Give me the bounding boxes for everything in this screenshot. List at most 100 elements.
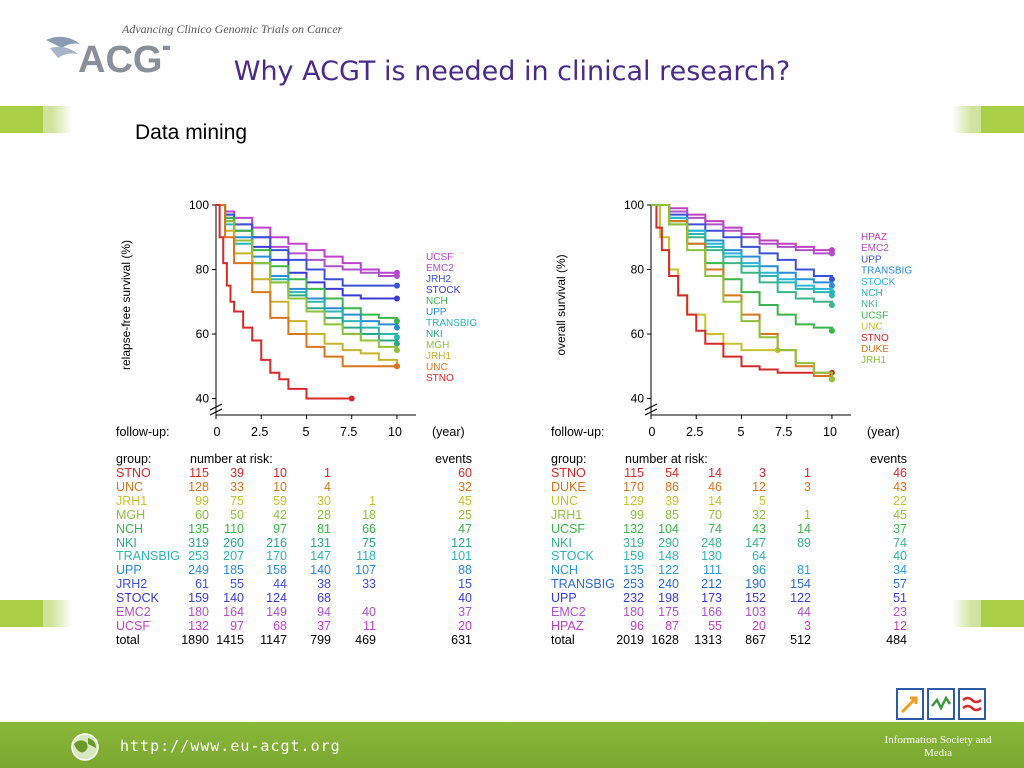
at-risk-count: 94 xyxy=(317,605,331,619)
at-risk-count: 39 xyxy=(665,493,679,508)
events-count: 25 xyxy=(458,507,472,522)
table-row: NKI 319 260 216 131 75 121 xyxy=(116,536,472,550)
legend-label-mgh: MGH xyxy=(426,340,449,351)
at-risk-count: 55 xyxy=(708,618,722,633)
x-tick-label: 10 xyxy=(388,425,402,439)
legend-label-ucsf: UCSF xyxy=(426,252,453,263)
legend-label-stock: STOCK xyxy=(861,277,896,288)
at-risk-count: 180 xyxy=(188,605,209,619)
at-risk-count: 1 xyxy=(369,493,376,508)
legend-label-duke: DUKE xyxy=(861,344,889,355)
at-risk-count: 70 xyxy=(708,507,722,522)
right-lower-accent-band xyxy=(952,600,1024,627)
at-risk-count: 75 xyxy=(362,535,376,550)
at-risk-count: 240 xyxy=(658,577,679,592)
at-risk-count: 175 xyxy=(658,605,679,619)
events-count: 51 xyxy=(893,591,907,606)
y-axis-label: overall survival (%) xyxy=(554,254,568,355)
at-risk-count: 97 xyxy=(230,618,244,633)
group-name: UCSF xyxy=(551,521,586,536)
at-risk-count: 32 xyxy=(752,507,766,522)
at-risk-count: 38 xyxy=(317,577,331,592)
at-risk-count: 469 xyxy=(355,632,376,647)
group-name: NCH xyxy=(551,563,579,578)
header-group: group: xyxy=(116,452,152,466)
follow-up-row: follow-up: 0 2.5 5 7.5 10 (year) xyxy=(116,425,472,439)
group-name: EMC2 xyxy=(551,605,586,619)
at-risk-count: 20 xyxy=(752,618,766,633)
x-tick-label: 2.5 xyxy=(686,425,704,439)
group-name: total xyxy=(116,632,140,647)
series-end-point-emc2 xyxy=(393,272,400,279)
header-risk: number at risk: xyxy=(625,452,708,466)
group-name: NKI xyxy=(551,535,572,550)
at-risk-count: 198 xyxy=(658,591,679,606)
left-lower-accent-band xyxy=(0,600,72,627)
series-end-point-upp xyxy=(828,276,835,283)
header-group: group: xyxy=(551,452,587,466)
at-risk-count: 14 xyxy=(708,466,722,480)
footer-url-link[interactable]: http://www.eu-acgt.org xyxy=(120,737,341,755)
events-count: 45 xyxy=(893,507,907,522)
y-tick-label: 40 xyxy=(196,392,210,406)
series-end-point-upp xyxy=(393,324,400,331)
table-row: TRANSBIG 253 240 212 190 154 57 xyxy=(551,577,907,591)
events-count: 22 xyxy=(893,493,907,508)
events-count: 74 xyxy=(893,535,907,550)
group-name: MGH xyxy=(116,507,146,522)
at-risk-count: 74 xyxy=(708,521,722,536)
at-risk-count: 140 xyxy=(223,591,244,606)
series-end-point-transbig xyxy=(393,334,400,341)
table-row: UCSF 132 97 68 37 11 20 xyxy=(116,619,472,633)
at-risk-count: 59 xyxy=(273,493,287,508)
at-risk-count: 152 xyxy=(745,591,766,606)
events-count: 15 xyxy=(458,577,472,592)
at-risk-count: 248 xyxy=(701,535,722,550)
right-accent-band xyxy=(952,106,1024,133)
globe-icon xyxy=(71,733,99,761)
group-name: UNC xyxy=(116,479,144,494)
relapse-free-survival-chart: 40 60 80 100 relapse-free survival (%) UCSFEM… xyxy=(119,198,477,419)
series-line-emc2 xyxy=(651,204,832,255)
at-risk-count: 148 xyxy=(658,549,679,564)
follow-up-label: follow-up: xyxy=(551,425,605,439)
header-events: events xyxy=(435,452,472,466)
at-risk-count: 40 xyxy=(362,605,376,619)
legend-label-upp: UPP xyxy=(426,307,447,318)
series-end-point-unc xyxy=(393,363,400,370)
events-count: 631 xyxy=(451,632,472,647)
table-header-row: group: number at risk: events xyxy=(116,452,472,466)
at-risk-count: 85 xyxy=(665,507,679,522)
at-risk-count: 89 xyxy=(797,535,811,550)
at-risk-count: 81 xyxy=(797,563,811,578)
at-risk-count: 319 xyxy=(623,535,644,550)
legend-label-stno: STNO xyxy=(861,333,889,344)
series-line-stno xyxy=(651,204,832,374)
at-risk-count: 54 xyxy=(665,466,679,480)
at-risk-count: 249 xyxy=(188,563,209,578)
at-risk-count: 3 xyxy=(759,466,766,480)
table-row: NCH 135 110 97 81 66 47 xyxy=(116,522,472,536)
series-end-point-ucsf xyxy=(828,327,835,334)
group-name: TRANSBIG xyxy=(116,549,180,564)
at-risk-count: 11 xyxy=(363,618,376,633)
group-name: JRH1 xyxy=(551,507,583,522)
y-axis-label: relapse-free survival (%) xyxy=(119,240,133,370)
page-title: Why ACGT is needed in clinical research? xyxy=(233,56,791,87)
at-risk-count: 253 xyxy=(188,549,209,564)
legend-label-emc2: EMC2 xyxy=(861,243,889,254)
at-risk-count: 107 xyxy=(355,563,376,578)
at-risk-count: 149 xyxy=(266,605,287,619)
group-name: STNO xyxy=(551,466,586,480)
x-unit-label: (year) xyxy=(867,425,900,439)
follow-up-label: follow-up: xyxy=(116,425,170,439)
legend-label-jrh1: JRH1 xyxy=(861,355,886,366)
table-row: UNC 129 39 14 5 22 xyxy=(551,494,907,508)
at-risk-count: 42 xyxy=(273,507,287,522)
at-risk-count: 4 xyxy=(324,479,331,494)
legend-label-ucsf: UCSF xyxy=(861,310,888,321)
group-name: TRANSBIG xyxy=(551,577,615,592)
ism-label: Information Society and Media xyxy=(884,734,992,759)
at-risk-count: 28 xyxy=(317,507,331,522)
table-total-row: total 2019 1628 1313 867 512 484 xyxy=(551,633,907,647)
